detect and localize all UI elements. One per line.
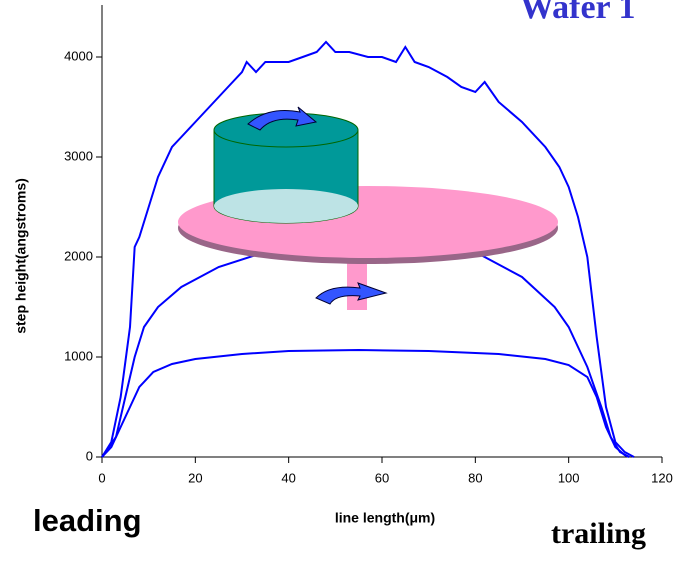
x-tick-label: 60 bbox=[375, 470, 389, 485]
y-tick-label: 0 bbox=[86, 448, 93, 463]
y-tick-label: 2000 bbox=[64, 248, 93, 263]
chart-title: Wafer 1 bbox=[520, 0, 636, 26]
y-tick-label: 3000 bbox=[64, 148, 93, 163]
x-tick-label: 100 bbox=[558, 470, 580, 485]
x-tick-label: 0 bbox=[98, 470, 105, 485]
y-tick-label: 4000 bbox=[64, 48, 93, 63]
rotation-arrow bbox=[315, 282, 388, 305]
y-axis-label: step height(angstroms) bbox=[13, 178, 29, 334]
x-tick-label: 40 bbox=[281, 470, 295, 485]
x-tick-label: 120 bbox=[651, 470, 673, 485]
series-line bbox=[101, 348, 630, 458]
plot-area: 0 1000 2000 3000 4000 0 20 40 60 80 100 120 bbox=[64, 5, 673, 485]
annotation: trailing bbox=[551, 517, 646, 550]
y-tick-label: 1000 bbox=[64, 348, 93, 363]
rotation-arrow bbox=[247, 106, 318, 131]
spindle bbox=[347, 258, 367, 310]
annotation: leading bbox=[33, 503, 142, 538]
series-line bbox=[101, 40, 635, 458]
x-axis-label: line length(μm) bbox=[335, 510, 435, 526]
x-tick-label: 80 bbox=[468, 470, 482, 485]
x-tick-label: 20 bbox=[188, 470, 202, 485]
wafer bbox=[214, 189, 358, 223]
illustration bbox=[178, 106, 558, 310]
